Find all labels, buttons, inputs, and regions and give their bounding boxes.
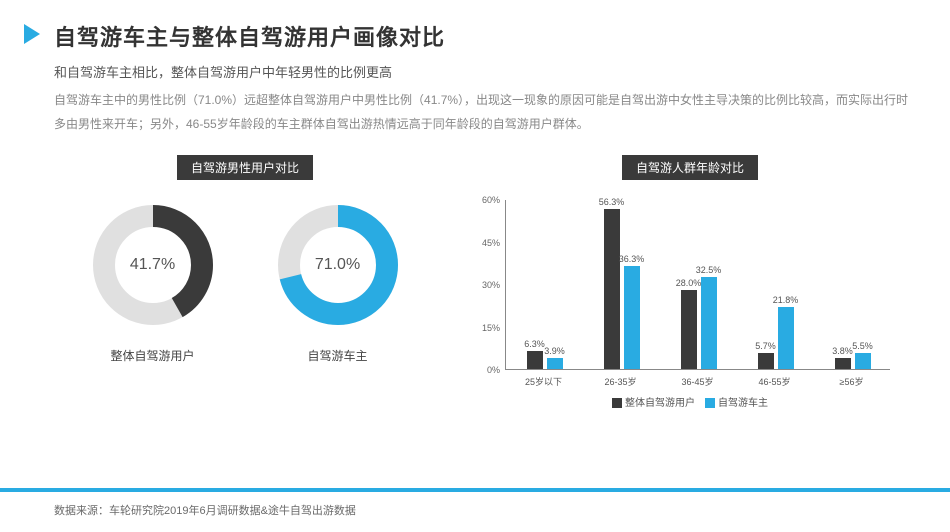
bar	[701, 277, 717, 369]
bar-value-label: 5.5%	[846, 341, 880, 351]
legend-swatch	[705, 398, 715, 408]
bar-value-label: 36.3%	[615, 254, 649, 264]
bar-value-label: 3.9%	[538, 346, 572, 356]
donut-panel: 自驾游男性用户对比 41.7% 整体自驾游用户 71.0% 自驾游车主	[60, 155, 430, 364]
donut-ring: 71.0%	[278, 205, 398, 325]
donut-ring: 41.7%	[93, 205, 213, 325]
bar	[778, 307, 794, 369]
legend-label: 自驾游车主	[718, 398, 768, 409]
page-title: 自驾游车主与整体自驾游用户画像对比	[54, 20, 445, 52]
page-description: 自驾游车主中的男性比例（71.0%）远超整体自驾游用户中男性比例（41.7%），…	[54, 88, 910, 136]
page-subtitle: 和自驾游车主相比，整体自驾游用户中年轻男性的比例更高	[54, 62, 392, 81]
bar-panel: 自驾游人群年龄对比 0%15%30%45%60% 6.3%3.9%56.3%36…	[470, 155, 910, 410]
footer-source: 数据来源：车轮研究院2019年6月调研数据&途牛自驾出游数据	[54, 502, 356, 518]
donut-value: 71.0%	[278, 205, 398, 325]
y-axis-tick: 15%	[470, 323, 500, 333]
donut-value: 41.7%	[93, 205, 213, 325]
bar-chart: 0%15%30%45%60% 6.3%3.9%56.3%36.3%28.0%32…	[470, 190, 900, 410]
x-axis-tick: ≥56岁	[824, 375, 880, 388]
y-axis-tick: 0%	[470, 365, 500, 375]
donut-block: 71.0% 自驾游车主	[278, 205, 398, 364]
legend-label: 整体自驾游用户	[625, 398, 695, 409]
bar	[681, 290, 697, 369]
bar-value-label: 21.8%	[769, 295, 803, 305]
bar-legend: 整体自驾游用户 自驾游车主	[470, 394, 900, 409]
title-bullet-icon	[24, 24, 40, 44]
x-axis-tick: 36-45岁	[670, 375, 726, 388]
bar	[758, 353, 774, 369]
x-axis-tick: 25岁以下	[516, 375, 572, 388]
bar	[604, 209, 620, 369]
legend-swatch	[612, 398, 622, 408]
bar-chart-title: 自驾游人群年龄对比	[622, 155, 758, 180]
donut-label: 自驾游车主	[307, 347, 367, 364]
donut-chart-title: 自驾游男性用户对比	[177, 155, 313, 180]
y-axis-tick: 45%	[470, 238, 500, 248]
y-axis-tick: 60%	[470, 195, 500, 205]
x-axis-tick: 26-35岁	[593, 375, 649, 388]
donut-label: 整体自驾游用户	[110, 347, 194, 364]
donut-block: 41.7% 整体自驾游用户	[93, 205, 213, 364]
bar-value-label: 56.3%	[595, 197, 629, 207]
y-axis-tick: 30%	[470, 280, 500, 290]
bar-value-label: 32.5%	[692, 265, 726, 275]
bar	[835, 358, 851, 369]
bar	[855, 353, 871, 369]
x-axis-tick: 46-55岁	[747, 375, 803, 388]
bar	[624, 266, 640, 369]
footer-divider	[0, 488, 950, 492]
bar	[547, 358, 563, 369]
